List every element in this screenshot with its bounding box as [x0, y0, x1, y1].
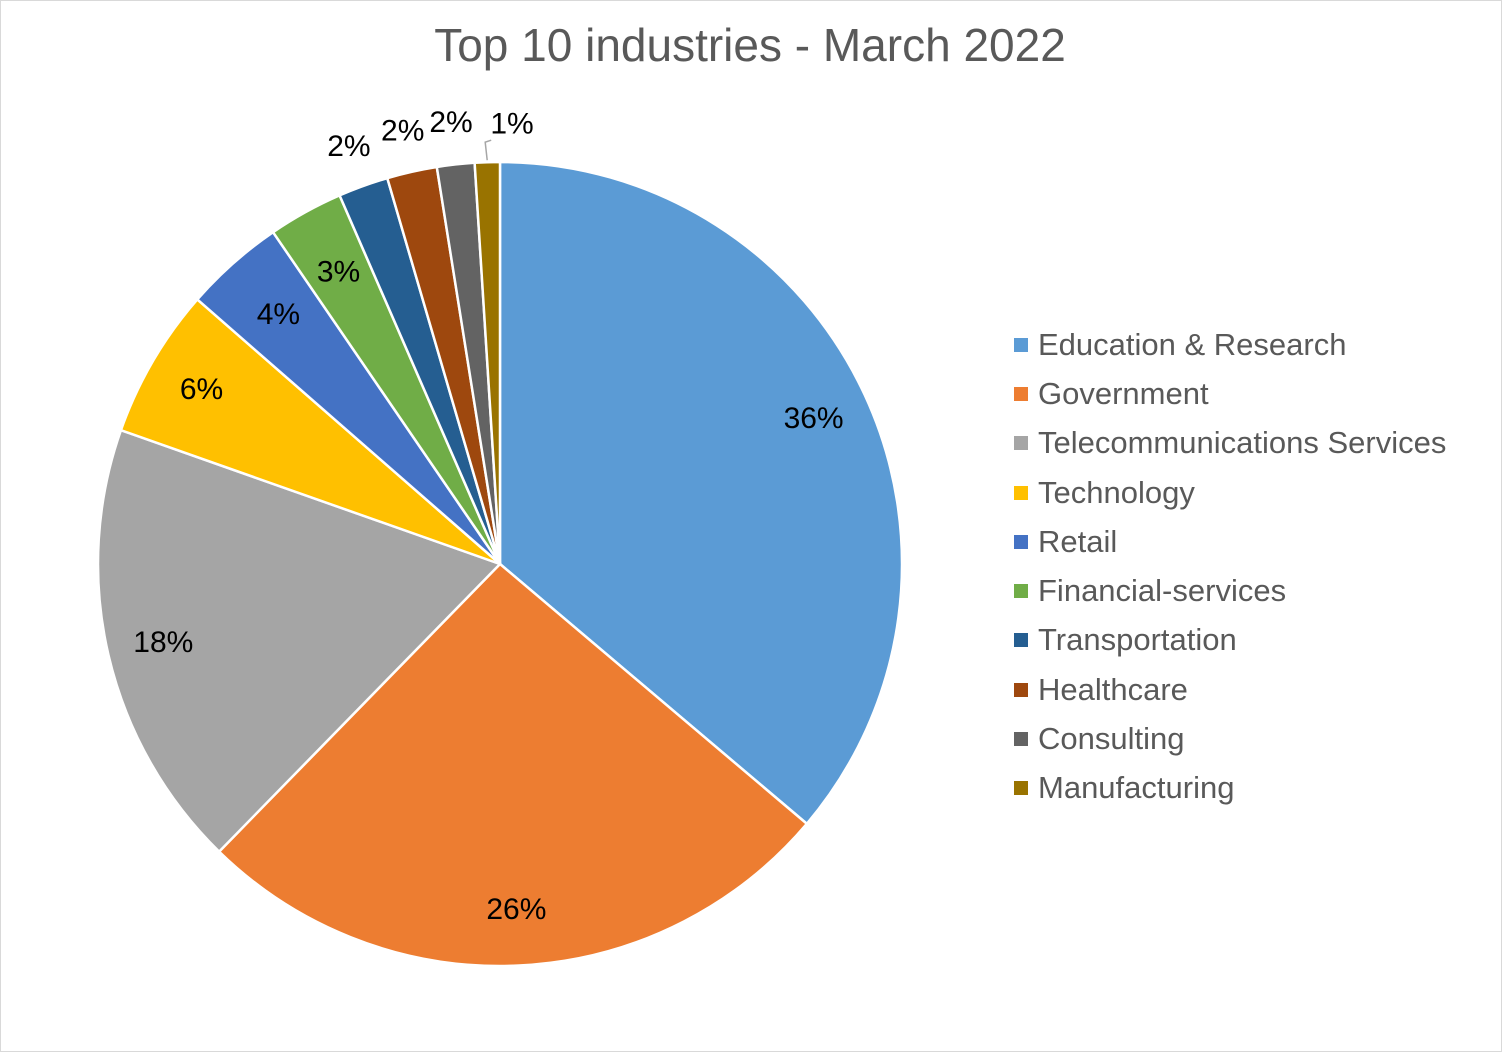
- legend-label: Retail: [1038, 523, 1118, 559]
- data-label-9: 1%: [490, 108, 533, 141]
- legend-swatch: [1014, 633, 1028, 648]
- legend-label: Transportation: [1038, 622, 1237, 658]
- legend-swatch: [1014, 781, 1028, 796]
- legend-item-9: Manufacturing: [1014, 764, 1446, 813]
- legend-label: Technology: [1038, 474, 1195, 510]
- legend-label: Financial-services: [1038, 573, 1287, 609]
- legend-item-4: Retail: [1014, 517, 1446, 566]
- legend-swatch: [1014, 732, 1028, 747]
- legend-item-6: Transportation: [1014, 616, 1446, 665]
- pie-slice-9: [473, 160, 502, 566]
- legend-label: Government: [1038, 375, 1209, 411]
- data-label-5: 3%: [317, 256, 360, 289]
- legend-item-2: Telecommunications Services: [1014, 419, 1446, 468]
- legend-swatch: [1014, 436, 1028, 451]
- data-label-1: 26%: [486, 893, 546, 926]
- leader-line: [484, 139, 492, 161]
- data-label-2: 18%: [133, 626, 193, 659]
- legend-swatch: [1014, 584, 1028, 599]
- legend-label: Consulting: [1038, 721, 1185, 757]
- legend-item-7: Healthcare: [1014, 665, 1446, 714]
- data-label-8: 2%: [429, 106, 472, 139]
- data-label-6: 2%: [327, 130, 370, 163]
- pie-slice-3: [119, 298, 502, 566]
- pie-slice-1: [217, 562, 809, 968]
- legend-swatch: [1014, 386, 1028, 401]
- data-label-3: 6%: [180, 373, 223, 406]
- legend-label: Healthcare: [1038, 671, 1188, 707]
- data-label-4: 4%: [257, 298, 300, 331]
- legend-label: Telecommunications Services: [1038, 425, 1447, 461]
- legend-item-5: Financial-services: [1014, 566, 1446, 615]
- legend-swatch: [1014, 485, 1028, 500]
- legend-item-1: Government: [1014, 369, 1446, 418]
- legend-item-8: Consulting: [1014, 714, 1446, 763]
- legend-item-3: Technology: [1014, 468, 1446, 517]
- pie-slice-2: [96, 428, 502, 853]
- legend: Education & Research Government Telecommun…: [1014, 320, 1446, 813]
- legend-swatch: [1014, 534, 1028, 549]
- legend-swatch: [1014, 337, 1028, 352]
- chart-title: Top 10 industries - March 2022: [434, 19, 1066, 71]
- legend-swatch: [1014, 682, 1028, 697]
- legend-label: Manufacturing: [1038, 770, 1235, 806]
- legend-label: Education & Research: [1038, 326, 1347, 362]
- data-label-7: 2%: [381, 114, 424, 147]
- data-label-0: 36%: [784, 402, 844, 435]
- legend-item-0: Education & Research: [1014, 320, 1446, 369]
- pie-slice-0: [498, 160, 904, 825]
